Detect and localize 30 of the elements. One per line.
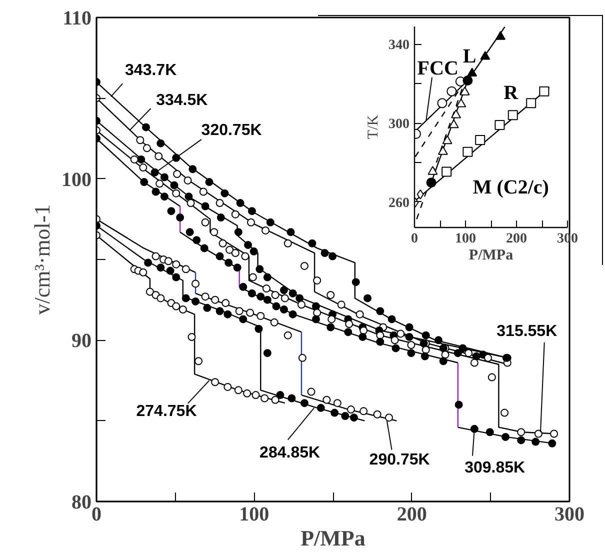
x-tick-label: 100: [239, 504, 270, 526]
annotation: 309.85K: [464, 459, 526, 476]
y-axis-title: v/cm³·mol-1: [30, 204, 54, 315]
x-axis-title: P/MPa: [300, 526, 366, 550]
y-axis-title: T/K: [366, 114, 382, 140]
y-tick-label: 80: [72, 492, 92, 514]
annotation: 343.7K: [125, 62, 178, 80]
y-tick-label: 110: [62, 8, 92, 30]
y-tick-label: 260: [388, 196, 410, 211]
x-tick-label: 0: [411, 232, 418, 246]
x-axis-title: P/MPa: [468, 248, 514, 264]
y-tick-label: 100: [62, 168, 92, 191]
x-tick-label: 300: [554, 504, 584, 526]
x-tick-label: 100: [455, 232, 476, 246]
annotation: L: [462, 46, 476, 68]
y-tick-label: 300: [388, 117, 410, 132]
annotation: 315.55K: [496, 322, 558, 340]
y-tick-label: 340: [388, 38, 410, 54]
annotation: 284.85K: [260, 444, 320, 462]
annotation: 274.75K: [136, 402, 198, 420]
annotation: 290.75K: [369, 451, 430, 468]
y-tick-label: 90: [72, 330, 92, 352]
x-tick-label: 200: [396, 504, 427, 526]
x-tick-label: 0: [92, 504, 102, 526]
annotation: M (C2/c): [472, 176, 549, 198]
annotation: 320.75K: [201, 122, 262, 139]
annotation: 334.5K: [156, 92, 208, 109]
annotation: FCC: [417, 57, 458, 80]
x-tick-label: 200: [506, 232, 527, 246]
annotation: R: [504, 82, 519, 104]
